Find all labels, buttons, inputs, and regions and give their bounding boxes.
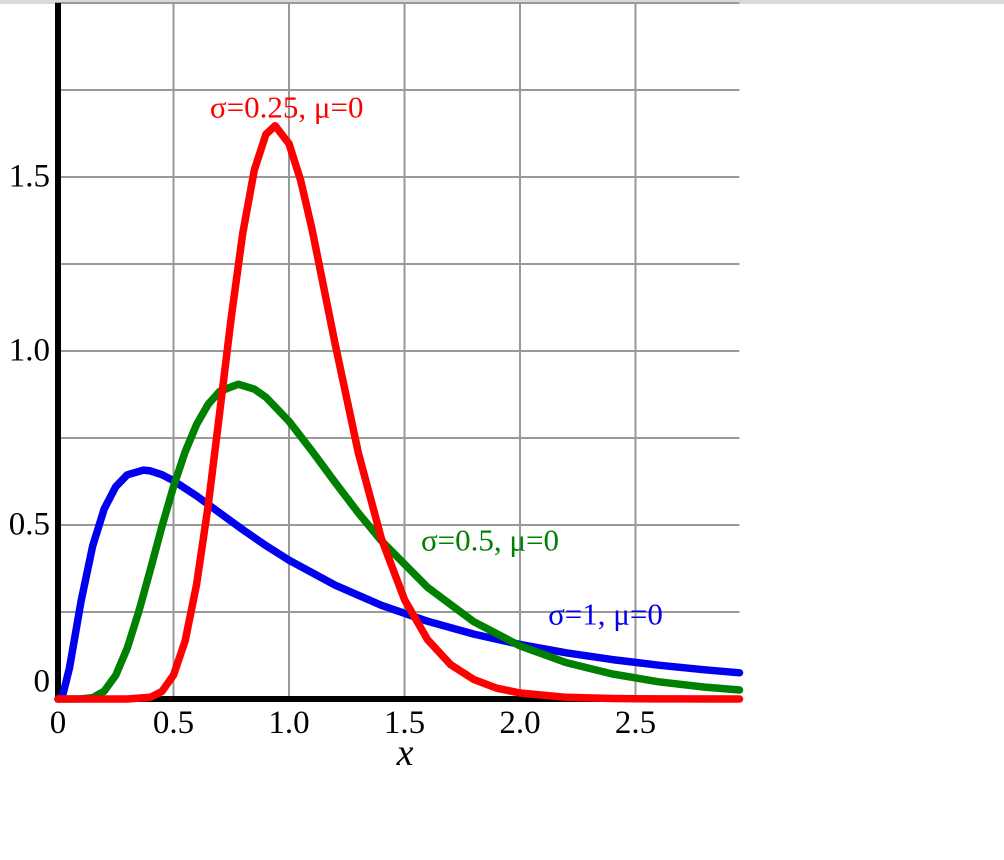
x-tick-label: 2.0: [499, 705, 541, 741]
x-tick-label: 0.5: [152, 705, 195, 741]
y-tick-label: 1.0: [8, 332, 50, 369]
axes: [55, 3, 740, 702]
curve-sigma-0-5: [54, 380, 744, 703]
series-label-sigma-1: σ=1, μ=0: [548, 596, 663, 632]
x-axis-title: x: [396, 732, 414, 774]
curve-sigma-0-25: [54, 121, 744, 703]
x-tick-label: 1.5: [383, 705, 426, 741]
series-label-sigma-0-5: σ=0.5, μ=0: [420, 522, 559, 558]
x-tick-label: 2.5: [614, 705, 657, 741]
y-tick-label: 0: [33, 663, 51, 700]
y-tick-label: 0.5: [8, 506, 50, 543]
curves: [54, 121, 744, 703]
x-tick-label: 1.0: [268, 705, 310, 741]
curve-sigma-1: [54, 466, 744, 703]
x-tick-label: 0: [49, 705, 67, 741]
y-axis-line: [55, 3, 61, 702]
gridlines: [55, 2, 740, 699]
y-tick-label: 1.5: [8, 158, 50, 195]
series-label-sigma-0-25: σ=0.25, μ=0: [209, 89, 364, 125]
x-axis-line: [55, 696, 740, 702]
